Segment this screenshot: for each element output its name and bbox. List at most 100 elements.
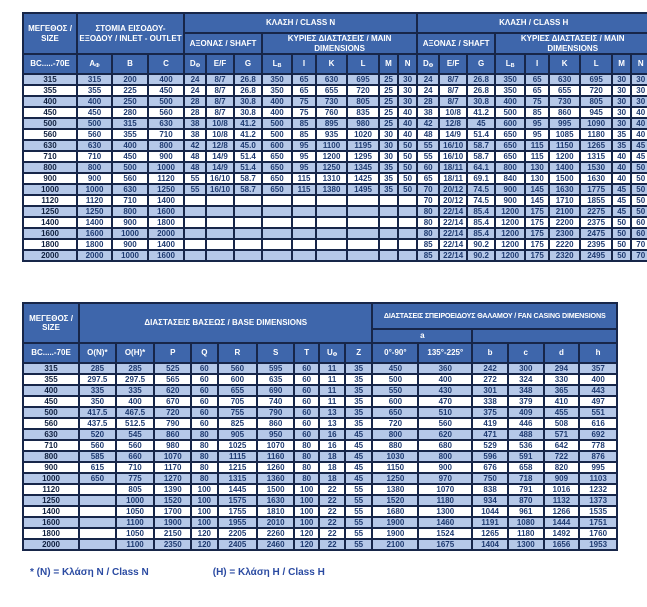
value-cell: 565 <box>153 373 193 386</box>
value-cell: 591 <box>506 450 545 463</box>
value-cell: 100 <box>190 516 219 529</box>
value-cell: 895 <box>315 117 349 130</box>
value-cell: 655 <box>548 84 582 97</box>
value-cell: 1200 <box>494 227 527 240</box>
value-cell: 835 <box>346 106 381 119</box>
value-cell: 1000 <box>111 249 149 262</box>
value-cell: 791 <box>506 483 545 496</box>
value-cell: 40 <box>630 128 647 141</box>
value-cell: 650 <box>261 150 294 163</box>
value-cell: 650 <box>494 150 527 163</box>
value-cell: 529 <box>471 439 509 452</box>
value-cell: 55 <box>343 494 374 507</box>
column-header: I <box>524 53 551 75</box>
value-cell: 616 <box>578 417 618 430</box>
value-cell: 1500 <box>548 172 582 185</box>
value-cell: 14/9 <box>205 150 236 163</box>
value-cell: 50 <box>397 161 419 174</box>
base-casing-table: ΜΕΓΕΘΟΣ / SIZE ΔΙΑΣΤΑΣΕΙΣ ΒΑΣΕΩΣ / BASE … <box>21 302 618 551</box>
value-cell: 85.4 <box>466 216 497 229</box>
size-cell: 1600 <box>21 516 81 529</box>
value-cell: 1315 <box>579 150 614 163</box>
value-cell: 1090 <box>579 117 614 130</box>
value-cell: 80 <box>190 428 219 441</box>
value-cell: 900 <box>111 238 149 251</box>
value-cell: 870 <box>506 494 545 507</box>
value-cell: 650 <box>261 161 294 174</box>
table-row: 710 710 450 900 48 14/9 51.4 650 95 1200 1295 30 50 5… <box>22 150 647 163</box>
value-cell: 13 <box>318 417 346 430</box>
value-cell: 8/7 <box>205 73 236 86</box>
value-cell: 25 <box>378 84 400 97</box>
value-cell: 51.4 <box>233 150 264 163</box>
column-header: B <box>111 53 149 75</box>
value-cell: 800 <box>76 161 113 174</box>
value-cell: 51.4 <box>466 128 497 141</box>
value-cell: 65 <box>416 172 441 185</box>
value-cell: 85.4 <box>466 205 497 218</box>
value-cell: 1200 <box>315 150 349 163</box>
value-cell: 100 <box>292 494 321 507</box>
value-cell: 1000 <box>111 227 149 240</box>
value-cell: 285 <box>78 362 117 375</box>
table-row: 800 585 660 1070 80 1115 1160 80 18 45 1030 800 596 5… <box>21 450 618 463</box>
value-cell: 1020 <box>346 128 381 141</box>
value-cell: 1160 <box>256 450 295 463</box>
value-cell: 1250 <box>315 161 349 174</box>
value-cell: 520 <box>78 428 117 441</box>
value-cell: 840 <box>494 172 527 185</box>
value-cell: 650 <box>261 172 294 185</box>
value-cell: 80 <box>292 472 321 485</box>
value-cell: 2405 <box>216 538 259 551</box>
value-cell <box>346 216 381 229</box>
column-header: M <box>378 53 400 75</box>
value-cell: 1050 <box>114 505 156 518</box>
value-cell: 301 <box>471 384 509 397</box>
value-cell: 330 <box>542 373 581 386</box>
value-cell: 75 <box>524 95 551 108</box>
value-cell <box>378 249 400 262</box>
value-cell: 695 <box>346 73 381 86</box>
value-cell: 1520 <box>153 494 193 507</box>
value-cell: 30 <box>378 139 400 152</box>
a-subheader: a <box>371 328 474 344</box>
value-cell: 2100 <box>548 205 582 218</box>
column-header: N <box>630 53 647 75</box>
value-cell: 12/8 <box>205 139 236 152</box>
size-cell: 800 <box>21 450 81 463</box>
column-header: N <box>397 53 419 75</box>
footnote: * (N) = Κλάση N / Class N (H) = Κλάση H … <box>30 567 647 578</box>
value-cell: 175 <box>524 205 551 218</box>
value-cell: 350 <box>494 73 527 86</box>
value-cell: 1100 <box>315 139 349 152</box>
value-cell: 50 <box>630 194 647 207</box>
column-header: R <box>216 342 259 364</box>
size-cell: 355 <box>22 84 78 97</box>
value-cell: 55 <box>343 538 374 551</box>
column-header: c <box>506 342 545 364</box>
value-cell: 755 <box>216 406 259 419</box>
value-cell <box>233 205 264 218</box>
value-cell: 443 <box>578 384 618 397</box>
value-cell: 45 <box>343 428 374 441</box>
value-cell: 1900 <box>371 516 420 529</box>
size-cell: 560 <box>22 128 78 141</box>
size-group-header: ΜΕΓΕΘΟΣ / SIZE <box>21 302 81 344</box>
value-cell: 65 <box>291 73 318 86</box>
value-cell: 467.5 <box>114 406 156 419</box>
value-cell <box>78 494 117 507</box>
table-row: 355 297.5 297.5 565 60 600 635 60 11 35 500 400 272 3… <box>21 373 618 386</box>
value-cell: 22 <box>318 483 346 496</box>
value-cell <box>233 249 264 262</box>
size-cell: 800 <box>22 161 78 174</box>
value-cell: 350 <box>261 73 294 86</box>
value-cell: 400 <box>261 95 294 108</box>
value-cell: 10/8 <box>205 117 236 130</box>
value-cell: 705 <box>216 395 259 408</box>
value-cell: 650 <box>261 183 294 196</box>
value-cell: 2150 <box>153 527 193 540</box>
value-cell: 1630 <box>579 172 614 185</box>
value-cell: 2010 <box>256 516 295 529</box>
table-row: 560 437.5 512.5 790 60 825 860 60 13 35 720 560 419 4… <box>21 417 618 430</box>
value-cell <box>397 216 419 229</box>
